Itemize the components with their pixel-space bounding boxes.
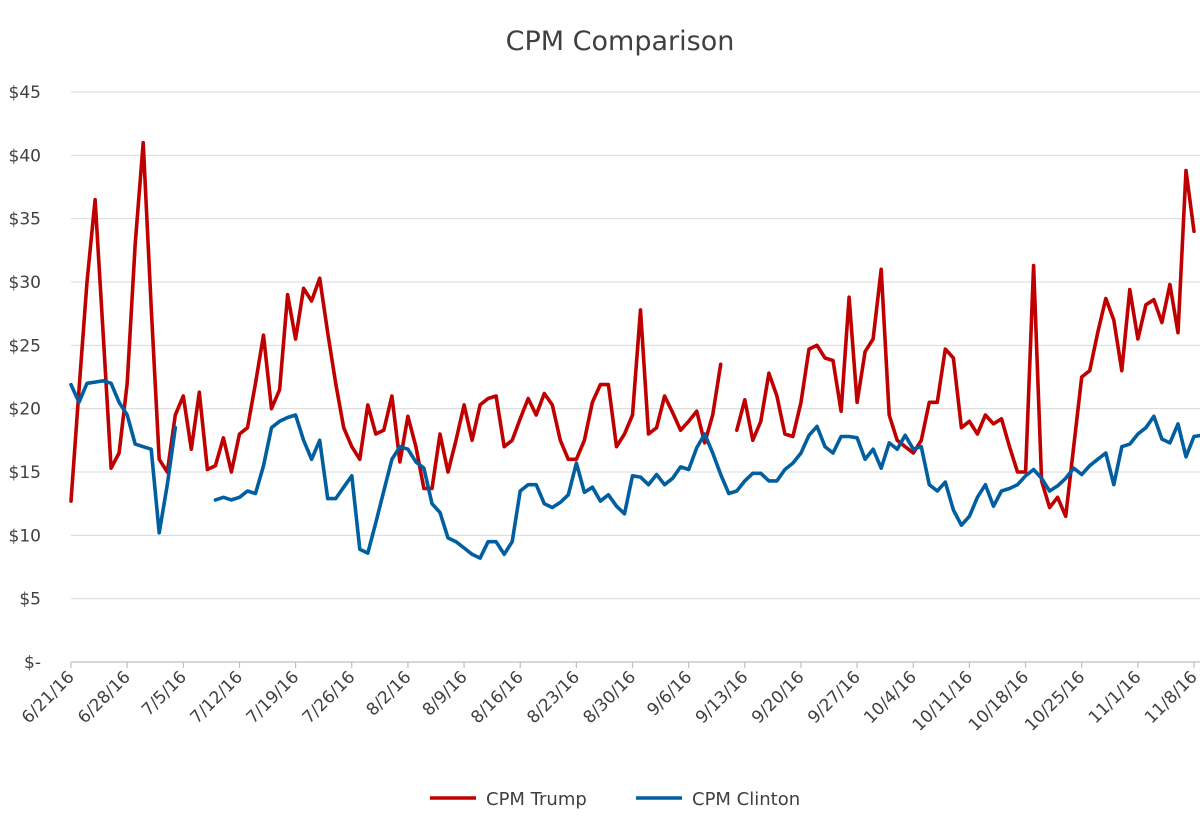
x-tick-label: 6/28/16 [74, 667, 134, 727]
x-axis: 6/21/166/28/16 7/5/167/12/167/19/167/26/1… [18, 662, 1200, 736]
series-cpm-trump [69, 140, 1196, 519]
series-lines [69, 140, 1200, 560]
x-tick-label: 10/25/16 [1021, 667, 1089, 735]
x-tick-label: 10/18/16 [965, 667, 1033, 735]
y-tick-label: $25 [9, 336, 41, 356]
y-tick-label: $35 [9, 210, 41, 230]
x-tick-label: 7/26/16 [299, 667, 359, 727]
y-tick-label: $45 [9, 83, 41, 103]
y-tick-label: $- [24, 653, 41, 673]
chart-title: CPM Comparison [506, 26, 735, 57]
series-cpm-clinton [69, 379, 1200, 560]
x-tick-label: 8/23/16 [523, 667, 583, 727]
x-tick-label: 6/21/16 [18, 667, 78, 727]
x-tick-label: 8/16/16 [467, 667, 527, 727]
y-tick-label: $20 [9, 400, 41, 420]
x-tick-label: 7/19/16 [243, 667, 303, 727]
y-tick-label: $40 [9, 146, 41, 166]
legend-item: CPM Clinton [636, 789, 800, 810]
y-tick-label: $10 [9, 526, 41, 546]
series-line [69, 379, 1200, 560]
x-tick-label: 11/1/16 [1085, 667, 1145, 727]
x-tick-label: 9/13/16 [692, 667, 752, 727]
x-tick-label: 11/8/16 [1141, 667, 1200, 727]
grid-lines [71, 91, 1200, 600]
x-tick-label: 10/11/16 [909, 667, 977, 735]
x-tick-label: 8/30/16 [580, 667, 640, 727]
y-tick-label: $30 [9, 273, 41, 293]
legend-label: CPM Clinton [692, 789, 800, 810]
x-tick-label: 9/27/16 [804, 667, 864, 727]
y-tick-label: $5 [19, 590, 41, 610]
x-tick-label: 9/20/16 [748, 667, 808, 727]
legend-label: CPM Trump [486, 789, 587, 810]
legend-item: CPM Trump [430, 789, 587, 810]
y-tick-label: $15 [9, 463, 41, 483]
x-tick-label: 7/12/16 [186, 667, 246, 727]
x-tick-label: 9/6/16 [643, 667, 696, 720]
x-tick-label: 7/5/16 [138, 667, 191, 720]
y-axis: $- $5 $10 $15 $20 $25 $30 $35 $40 $45 [9, 83, 1200, 673]
series-line [69, 140, 1196, 519]
x-tick-label: 8/2/16 [363, 667, 416, 720]
x-tick-label: 8/9/16 [419, 667, 472, 720]
legend: CPM Trump CPM Clinton [430, 789, 800, 810]
